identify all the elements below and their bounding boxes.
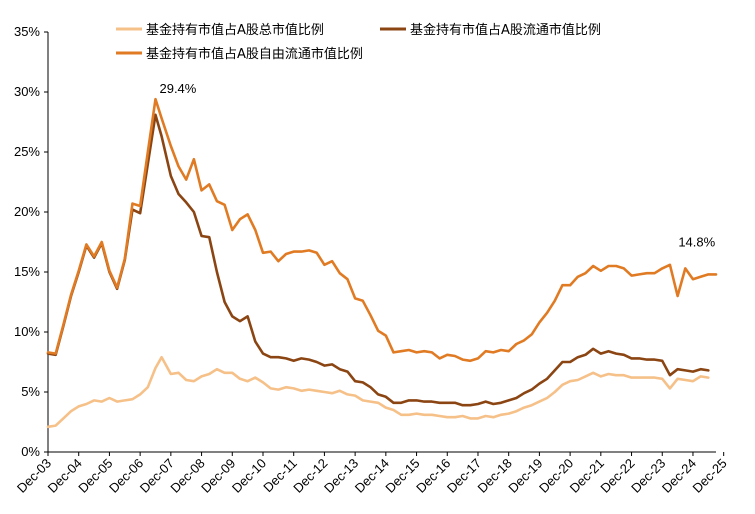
x-tick-label: Dec-10 — [229, 456, 269, 496]
y-tick-label: 20% — [14, 204, 40, 219]
legend-label: 基金持有市值占A股流通市值比例 — [410, 22, 601, 38]
x-tick-label: Dec-25 — [690, 456, 730, 496]
series-line-float-mcap — [46, 113, 710, 407]
series-line-total-mcap — [46, 355, 710, 429]
y-tick-label: 30% — [14, 84, 40, 99]
y-tick-label: 15% — [14, 264, 40, 279]
series-lines — [46, 97, 718, 429]
series-line-free-float-mcap — [46, 97, 718, 363]
y-tick-label: 35% — [14, 24, 40, 39]
legend: 基金持有市值占A股总市值比例 基金持有市值占A股流通市值比例基金持有市值占A股自由… — [116, 22, 601, 62]
axes: 0%5%10%15%20%25%30%35%Dec-03Dec-04Dec-05… — [14, 24, 730, 496]
legend-label: 基金持有市值占A股总市值比例 — [146, 22, 324, 38]
y-tick-label: 5% — [21, 384, 40, 399]
y-tick-label: 10% — [14, 324, 40, 339]
annotations: 29.4% 14.8% — [159, 81, 715, 249]
legend-label: 基金持有市值占A股自由流通市值比例 — [146, 46, 363, 62]
y-tick-label: 25% — [14, 144, 40, 159]
data-label: 14.8% — [678, 234, 715, 249]
data-label: 29.4% — [159, 81, 196, 96]
y-tick-label: 0% — [21, 444, 40, 459]
